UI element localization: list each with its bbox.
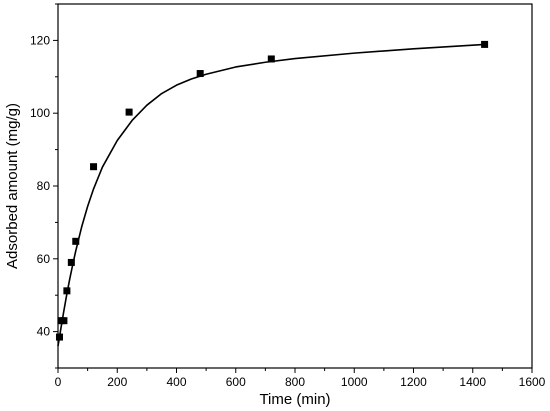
fit-curve-line [57, 43, 485, 347]
y-tick-label: 120 [30, 33, 50, 47]
x-tick-label: 1200 [400, 375, 427, 389]
data-point-marker [481, 40, 489, 48]
data-point-marker [60, 317, 68, 325]
data-point-marker [55, 333, 63, 341]
x-tick-label: 1000 [341, 375, 368, 389]
y-axis-ticks: 40 60 80 100 120 [30, 3, 58, 369]
x-tick-label: 1400 [459, 375, 486, 389]
data-point-marker [90, 163, 98, 171]
data-point-marker [267, 55, 275, 63]
x-axis-title: Time (min) [259, 391, 330, 408]
x-tick-label: 1600 [519, 375, 546, 389]
data-point-marker [63, 287, 71, 295]
plot-area [55, 3, 533, 369]
x-tick-label: 0 [55, 375, 62, 389]
x-tick-label: 800 [285, 375, 305, 389]
y-tick-label: 100 [30, 106, 50, 120]
y-tick-label: 60 [37, 252, 51, 266]
x-axis-ticks: 0 200 400 600 800 1000 1200 1400 1600 [55, 368, 546, 389]
data-point-marker [67, 258, 75, 266]
y-axis-title: Adsorbed amount (mg/g) [4, 103, 21, 269]
data-point-marker [72, 237, 80, 245]
x-tick-label: 200 [107, 375, 127, 389]
x-tick-label: 400 [166, 375, 186, 389]
y-tick-label: 40 [37, 325, 51, 339]
data-point-marker [125, 108, 133, 116]
data-point-marker [196, 70, 204, 78]
x-tick-label: 600 [226, 375, 246, 389]
y-tick-label: 80 [37, 179, 51, 193]
